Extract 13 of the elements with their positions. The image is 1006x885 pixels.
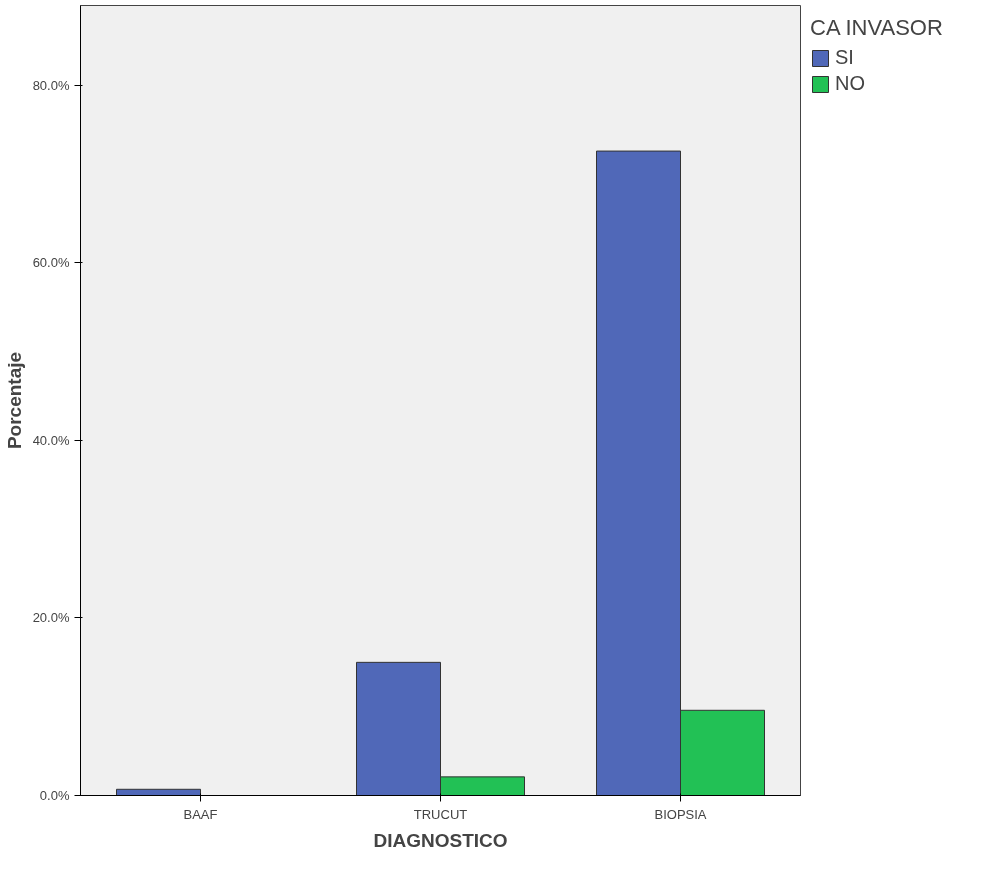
x-tick-label: BAAF — [183, 806, 218, 822]
x-tick-label: BIOPSIA — [654, 806, 707, 822]
y-tick-label: 80.0% — [32, 77, 70, 93]
x-axis-title: DIAGNOSTICO — [373, 829, 508, 851]
legend-title: CA INVASOR — [810, 15, 943, 41]
x-tick-label: TRUCUT — [413, 806, 468, 822]
y-axis-title: Porcentaje — [3, 351, 25, 450]
y-tick-label: 60.0% — [32, 255, 70, 271]
y-tick-label: 20.0% — [32, 610, 70, 626]
legend-label: NO — [835, 72, 865, 95]
y-tick-label: 0.0% — [39, 788, 70, 803]
legend-label: SI — [835, 46, 855, 69]
y-tick-label: 40.0% — [32, 432, 70, 448]
